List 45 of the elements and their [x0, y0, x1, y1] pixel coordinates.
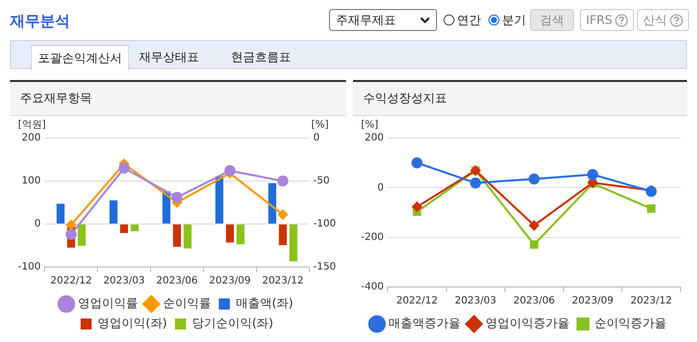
text: 연간 — [457, 12, 481, 28]
y-tick-label: 200 — [364, 132, 384, 144]
text: 분기 — [502, 12, 526, 28]
y-tick-label: 0 — [377, 182, 384, 194]
legend-label: 매출액증가율 — [388, 316, 460, 330]
text: 재무상태표 — [138, 48, 200, 66]
text: 재무분석 — [10, 12, 70, 31]
x-tick-label: 2023/09 — [209, 276, 251, 287]
text: 산식 — [643, 12, 667, 28]
y2-tick-label: -100 — [313, 218, 336, 230]
x-tick-label: 2023/09 — [572, 296, 614, 307]
x-tick-label: 2023/12 — [630, 296, 672, 307]
legend-label: 매출액(좌) — [236, 296, 294, 310]
x-tick-label: 2023/06 — [513, 296, 555, 307]
chart-title: 수익성장성지표 — [353, 82, 687, 116]
x-tick-label: 2023/03 — [103, 276, 145, 287]
y-tick-label: 200 — [22, 132, 41, 144]
chart-title: 주요재무항목 — [10, 82, 346, 116]
x-tick-label: 2023/12 — [262, 276, 304, 287]
legend-label: 영업이익률 — [78, 296, 138, 310]
x-tick-label: 2022/12 — [396, 296, 438, 307]
text: 검색 — [540, 12, 564, 28]
text: 포괄손익계산서 — [31, 45, 129, 70]
y2-axis-title: [%] — [311, 120, 329, 131]
legend-label: 당기순이익(좌) — [192, 316, 274, 330]
x-tick-label: 2022/12 — [50, 276, 92, 287]
text: IFRS — [586, 13, 612, 27]
legend-label: 순이익증가율 — [594, 316, 666, 330]
text: 주재무제표 — [336, 12, 396, 28]
y-tick-label: -100 — [18, 262, 41, 273]
y2-tick-label: -150 — [313, 262, 336, 273]
y-tick-label: 0 — [34, 218, 41, 230]
text: 현금흐름표 — [230, 48, 292, 66]
legend-label: 영업이익증가율 — [486, 316, 570, 330]
y2-tick-label: 0 — [313, 132, 320, 144]
y2-tick-label: -50 — [313, 176, 330, 187]
y-tick-label: -200 — [360, 232, 384, 243]
legend-label: 영업이익(좌) — [98, 316, 168, 330]
x-tick-label: 2023/03 — [454, 296, 496, 307]
x-tick-label: 2023/06 — [156, 276, 198, 287]
legend-label: 순이익률 — [162, 296, 211, 310]
y-tick-label: -400 — [360, 282, 384, 293]
y-tick-label: 100 — [22, 176, 41, 187]
y-axis-title: [%] — [361, 120, 378, 131]
y-axis-title: [억원] — [18, 120, 46, 131]
